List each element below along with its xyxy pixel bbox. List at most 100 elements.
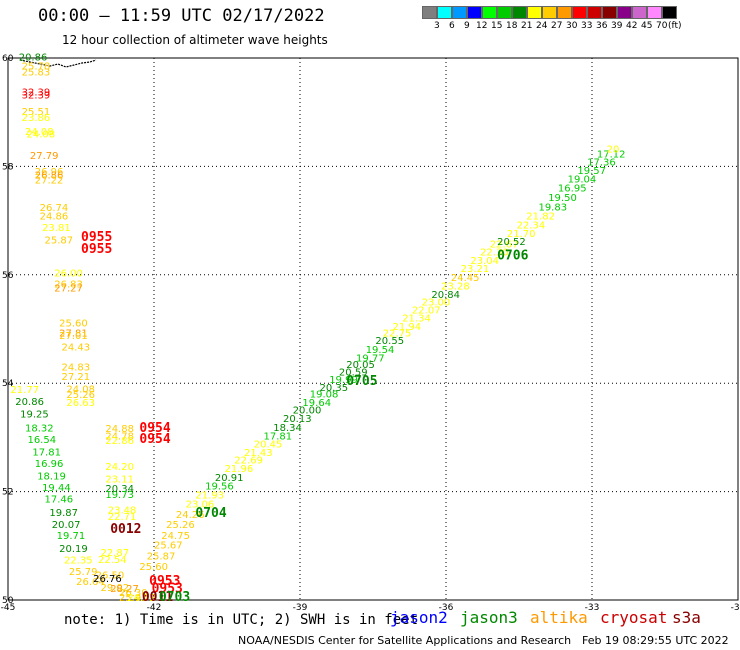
legend-label: 39 bbox=[611, 21, 623, 31]
legend-swatch bbox=[437, 6, 452, 19]
wave-height-value: 25.51 bbox=[22, 107, 51, 118]
wave-height-value: 21.96 bbox=[225, 464, 254, 475]
wave-height-value: 27.21 bbox=[62, 372, 91, 383]
lon-tick-label: -45 bbox=[1, 603, 16, 613]
wave-height-value: 25.60 bbox=[139, 562, 168, 573]
wave-height-value: 32.39 bbox=[22, 91, 51, 102]
wave-height-value: 22.07 bbox=[412, 305, 441, 316]
legend-swatch bbox=[617, 6, 632, 19]
wave-height-value: 24.78 bbox=[105, 432, 134, 443]
legend-swatch bbox=[587, 6, 602, 19]
wave-height-value: 19.44 bbox=[42, 483, 71, 494]
wave-height-value: 20.84 bbox=[431, 290, 460, 301]
pass-time-label: 0954 bbox=[139, 432, 170, 447]
wave-height-value: 22.30 bbox=[480, 247, 509, 258]
wave-height-value: 20.05 bbox=[346, 360, 375, 371]
wave-height-value: 19.54 bbox=[366, 345, 395, 356]
legend-swatch bbox=[572, 6, 587, 19]
wave-height-value: 27.81 bbox=[59, 329, 88, 340]
legend-swatch bbox=[557, 6, 572, 19]
wave-height-value: 26.00 bbox=[54, 268, 83, 279]
satellite-name: altika bbox=[530, 608, 588, 627]
wave-height-value: 21.70 bbox=[507, 229, 536, 240]
wave-height-value: 25.67 bbox=[154, 541, 183, 552]
legend-label: 15 bbox=[491, 21, 503, 31]
credit-line: NOAA/NESDIS Center for Satellite Applica… bbox=[238, 634, 572, 647]
wave-height-value: 17.46 bbox=[45, 494, 74, 505]
wave-height-value: 19.04 bbox=[568, 175, 597, 186]
legend-label: 3 bbox=[434, 21, 440, 31]
wave-height-value: 18.32 bbox=[25, 423, 54, 434]
pass-time-label: 0705 bbox=[346, 374, 377, 389]
legend-swatch bbox=[467, 6, 482, 19]
wave-height-value: 27.01 bbox=[59, 331, 88, 342]
satellite-name: cryosat bbox=[600, 608, 668, 627]
wave-height-value: 26.64 bbox=[76, 577, 105, 588]
wave-height-value: 24.83 bbox=[62, 363, 91, 374]
wave-height-value: 22.87 bbox=[100, 548, 129, 559]
axis-ticks: -45 -42 -39 -36 -33 -30 60 58 56 54 52 50 bbox=[1, 54, 740, 613]
legend-label: 45 bbox=[641, 21, 653, 31]
wave-height-value: 23.00 bbox=[422, 298, 451, 309]
wave-height-value: 18.19 bbox=[37, 472, 66, 483]
lat-tick-label: 58 bbox=[2, 162, 14, 172]
legend-label: 27 bbox=[551, 21, 563, 31]
wave-height-value: 28.27 bbox=[110, 584, 139, 595]
legend-swatch bbox=[482, 6, 497, 19]
wave-height-value: 20.07 bbox=[52, 520, 81, 531]
wave-height-value: 16.54 bbox=[27, 435, 56, 446]
wave-height-value: 25.83 bbox=[22, 67, 51, 78]
legend-swatch bbox=[647, 6, 662, 19]
legend-labels: 3 6 9 12 15 18 21 24 27 30 33 36 39 42 45 70 (ft) bbox=[422, 21, 740, 33]
legend-label: 70 bbox=[656, 21, 668, 31]
pass-time-label: 0011 bbox=[142, 590, 173, 605]
wave-height-value: 19.64 bbox=[302, 398, 331, 409]
satellite-name: jason3 bbox=[460, 608, 518, 627]
wave-height-value: 23.81 bbox=[42, 223, 71, 234]
page-subtitle: 12 hour collection of altimeter wave hei… bbox=[62, 33, 328, 47]
satellite-name: jason2 bbox=[390, 608, 448, 627]
wave-height-value: 20.13 bbox=[283, 414, 312, 425]
wave-height-value: 24.20 bbox=[105, 462, 134, 473]
wave-height-value: 21.77 bbox=[10, 385, 39, 396]
wave-height-value: 21.82 bbox=[526, 212, 555, 223]
coastline bbox=[19, 59, 97, 68]
wave-height-value: 19.25 bbox=[20, 409, 49, 420]
lon-tick-label: -42 bbox=[147, 603, 162, 613]
wave-height-value: 25.26 bbox=[66, 390, 95, 401]
legend-label: 18 bbox=[506, 21, 518, 31]
legend-swatch bbox=[527, 6, 542, 19]
wave-height-value: 20.35 bbox=[319, 383, 348, 394]
pass-time-label: 0954 bbox=[139, 421, 170, 436]
lon-tick-label: -33 bbox=[585, 603, 600, 613]
legend-swatch bbox=[602, 6, 617, 19]
wave-height-value: 23.28 bbox=[441, 281, 470, 292]
wave-height-value: 26.50 bbox=[96, 570, 125, 581]
lon-tick-label: -30 bbox=[731, 603, 740, 613]
wave-height-value: 19.56 bbox=[205, 481, 234, 492]
pass-time-label: 0955 bbox=[81, 230, 112, 245]
lon-tick-label: -36 bbox=[439, 603, 454, 613]
wave-height-value: 32.39 bbox=[22, 87, 51, 98]
wave-height-value: 22.71 bbox=[108, 512, 137, 523]
wave-height-value: 19.83 bbox=[538, 202, 567, 213]
wave-height-value: 25.87 bbox=[45, 235, 74, 246]
wave-height-value: 20 bbox=[607, 144, 620, 155]
wave-height-value: 25.79 bbox=[69, 567, 98, 578]
legend-label: (ft) bbox=[668, 21, 682, 31]
wave-height-value: 21.34 bbox=[402, 313, 431, 324]
legend-swatch bbox=[662, 6, 677, 19]
wave-height-value: 20.86 bbox=[15, 397, 44, 408]
wave-height-value: 25.91 bbox=[119, 593, 148, 604]
lat-tick-label: 60 bbox=[2, 54, 14, 64]
wave-height-value: 23.21 bbox=[461, 264, 490, 275]
legend-label: 12 bbox=[476, 21, 488, 31]
wave-height-value: 23.06 bbox=[186, 499, 215, 510]
legend-label: 30 bbox=[566, 21, 578, 31]
wave-height-value: 22.69 bbox=[234, 455, 263, 466]
wave-height-value: 24.08 bbox=[26, 130, 55, 141]
lon-tick-label: -39 bbox=[293, 603, 308, 613]
wave-height-value: 16.96 bbox=[35, 459, 64, 470]
